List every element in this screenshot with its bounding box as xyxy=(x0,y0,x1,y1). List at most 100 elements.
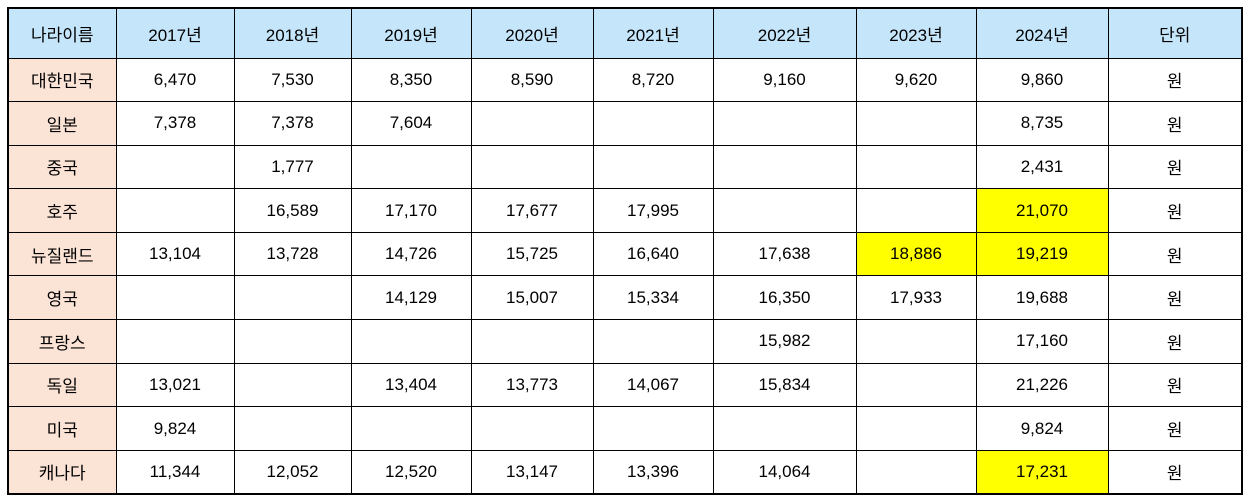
value-cell-r5-c4: 15,334 xyxy=(592,275,714,321)
unit-cell-r2: 원 xyxy=(1107,144,1243,190)
table-row-7: 독일 13,021 13,404 13,773 14,067 15,834 21,226 원 xyxy=(7,362,1243,408)
value-cell-r9-c7: 17,231 xyxy=(975,449,1109,495)
value-cell-r6-c0 xyxy=(115,319,235,364)
value-cell-r0-c1: 7,530 xyxy=(233,57,352,103)
row-label-9: 캐나다 xyxy=(7,449,117,495)
table-row-0: 대한민국 6,470 7,530 8,350 8,590 8,720 9,160 9,620 9… xyxy=(7,57,1243,103)
unit-cell-r7: 원 xyxy=(1107,362,1243,408)
value-cell-r6-c3 xyxy=(470,319,594,364)
value-cell-r1-c0: 7,378 xyxy=(115,101,235,146)
value-cell-r7-c6 xyxy=(855,362,977,408)
value-cell-r5-c0 xyxy=(115,275,235,321)
value-cell-r4-c4: 16,640 xyxy=(592,231,714,277)
value-cell-r3-c7: 21,070 xyxy=(975,188,1109,233)
value-cell-r4-c1: 13,728 xyxy=(233,231,352,277)
unit-cell-r3: 원 xyxy=(1107,188,1243,233)
value-cell-r3-c0 xyxy=(115,188,235,233)
value-cell-r3-c3: 17,677 xyxy=(470,188,594,233)
table-row-4: 뉴질랜드 13,104 13,728 14,726 15,725 16,640 17,638… xyxy=(7,231,1243,277)
value-cell-r6-c5: 15,982 xyxy=(712,319,857,364)
column-header-4: 2020년 xyxy=(470,7,594,59)
value-cell-r6-c6 xyxy=(855,319,977,364)
header-row: 나라이름 2017년 2018년 2019년 2020년 2021년 2022년 2023년 2… xyxy=(7,7,1243,59)
value-cell-r5-c2: 14,129 xyxy=(350,275,472,321)
value-cell-r1-c4 xyxy=(592,101,714,146)
unit-cell-r0: 원 xyxy=(1107,57,1243,103)
column-header-2: 2018년 xyxy=(233,7,352,59)
value-cell-r3-c4: 17,995 xyxy=(592,188,714,233)
value-cell-r9-c6 xyxy=(855,449,977,495)
value-cell-r5-c5: 16,350 xyxy=(712,275,857,321)
row-label-3: 호주 xyxy=(7,188,117,233)
value-cell-r7-c3: 13,773 xyxy=(470,362,594,408)
value-cell-r1-c2: 7,604 xyxy=(350,101,472,146)
value-cell-r8-c0: 9,824 xyxy=(115,406,235,451)
value-cell-r9-c0: 11,344 xyxy=(115,449,235,495)
row-label-8: 미국 xyxy=(7,406,117,451)
value-cell-r4-c3: 15,725 xyxy=(470,231,594,277)
value-cell-r5-c7: 19,688 xyxy=(975,275,1109,321)
value-cell-r9-c5: 14,064 xyxy=(712,449,857,495)
value-cell-r7-c4: 14,067 xyxy=(592,362,714,408)
row-label-5: 영국 xyxy=(7,275,117,321)
value-cell-r8-c3 xyxy=(470,406,594,451)
value-cell-r5-c3: 15,007 xyxy=(470,275,594,321)
value-cell-r7-c0: 13,021 xyxy=(115,362,235,408)
value-cell-r9-c3: 13,147 xyxy=(470,449,594,495)
value-cell-r2-c7: 2,431 xyxy=(975,144,1109,190)
column-header-7: 2023년 xyxy=(855,7,977,59)
value-cell-r2-c1: 1,777 xyxy=(233,144,352,190)
value-cell-r8-c2 xyxy=(350,406,472,451)
table-row-2: 중국 1,777 2,431 원 xyxy=(7,144,1243,190)
unit-cell-r5: 원 xyxy=(1107,275,1243,321)
column-header-0: 나라이름 xyxy=(7,7,117,59)
value-cell-r4-c6: 18,886 xyxy=(855,231,977,277)
column-header-3: 2019년 xyxy=(350,7,472,59)
table-row-3: 호주 16,589 17,170 17,677 17,995 21,070 원 xyxy=(7,188,1243,233)
column-header-6: 2022년 xyxy=(712,7,857,59)
country-minimum-wage-table: 나라이름 2017년 2018년 2019년 2020년 2021년 2022년 2023년 2… xyxy=(7,7,1243,495)
value-cell-r9-c1: 12,052 xyxy=(233,449,352,495)
value-cell-r5-c6: 17,933 xyxy=(855,275,977,321)
value-cell-r6-c2 xyxy=(350,319,472,364)
unit-cell-r9: 원 xyxy=(1107,449,1243,495)
value-cell-r3-c2: 17,170 xyxy=(350,188,472,233)
value-cell-r5-c1 xyxy=(233,275,352,321)
value-cell-r3-c6 xyxy=(855,188,977,233)
value-cell-r8-c7: 9,824 xyxy=(975,406,1109,451)
table-row-6: 프랑스 15,982 17,160 원 xyxy=(7,319,1243,364)
value-cell-r4-c5: 17,638 xyxy=(712,231,857,277)
unit-cell-r4: 원 xyxy=(1107,231,1243,277)
value-cell-r7-c1 xyxy=(233,362,352,408)
value-cell-r9-c2: 12,520 xyxy=(350,449,472,495)
row-label-1: 일본 xyxy=(7,101,117,146)
value-cell-r1-c6 xyxy=(855,101,977,146)
table-row-5: 영국 14,129 15,007 15,334 16,350 17,933 19,688 원 xyxy=(7,275,1243,321)
unit-cell-r1: 원 xyxy=(1107,101,1243,146)
column-header-9: 단위 xyxy=(1107,7,1243,59)
value-cell-r7-c7: 21,226 xyxy=(975,362,1109,408)
column-header-5: 2021년 xyxy=(592,7,714,59)
value-cell-r8-c4 xyxy=(592,406,714,451)
table-row-8: 미국 9,824 9,824 원 xyxy=(7,406,1243,451)
value-cell-r2-c5 xyxy=(712,144,857,190)
value-cell-r2-c6 xyxy=(855,144,977,190)
table-row-9: 캐나다 11,344 12,052 12,520 13,147 13,396 14,064 1… xyxy=(7,449,1243,495)
column-header-8: 2024년 xyxy=(975,7,1109,59)
value-cell-r1-c1: 7,378 xyxy=(233,101,352,146)
value-cell-r6-c4 xyxy=(592,319,714,364)
value-cell-r2-c2 xyxy=(350,144,472,190)
value-cell-r0-c3: 8,590 xyxy=(470,57,594,103)
value-cell-r4-c0: 13,104 xyxy=(115,231,235,277)
value-cell-r2-c3 xyxy=(470,144,594,190)
value-cell-r7-c5: 15,834 xyxy=(712,362,857,408)
value-cell-r0-c5: 9,160 xyxy=(712,57,857,103)
value-cell-r8-c1 xyxy=(233,406,352,451)
column-header-1: 2017년 xyxy=(115,7,235,59)
row-label-6: 프랑스 xyxy=(7,319,117,364)
row-label-4: 뉴질랜드 xyxy=(7,231,117,277)
value-cell-r6-c1 xyxy=(233,319,352,364)
value-cell-r1-c5 xyxy=(712,101,857,146)
value-cell-r0-c6: 9,620 xyxy=(855,57,977,103)
